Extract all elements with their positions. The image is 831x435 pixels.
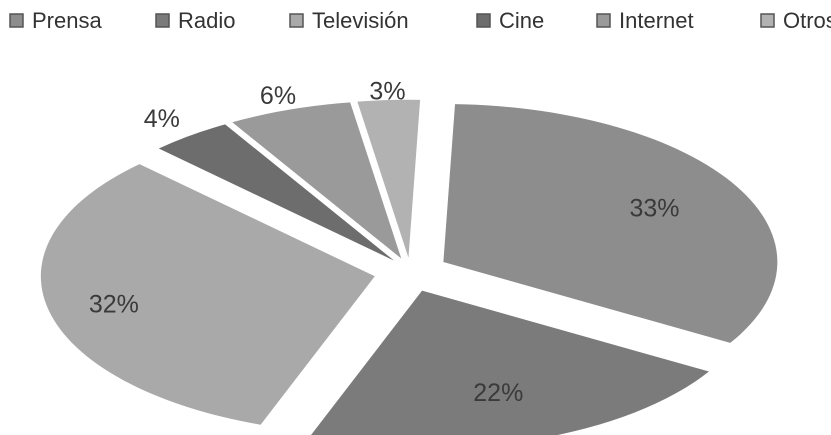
pie-slice-prensa [443, 104, 778, 343]
legend-swatch-otros [760, 13, 775, 28]
data-label-television: 32% [89, 290, 139, 318]
legend-item-prensa: Prensa [9, 8, 102, 33]
data-label-radio: 22% [473, 379, 523, 407]
legend-swatch-prensa [9, 13, 24, 28]
pie-slices [40, 99, 778, 435]
pie-slice-cine [158, 124, 395, 261]
legend-swatch-radio [155, 13, 170, 28]
legend-label-prensa: Prensa [32, 8, 102, 33]
legend-item-radio: Radio [155, 8, 235, 33]
legend-swatch-television [289, 13, 304, 28]
legend-label-cine: Cine [499, 8, 544, 33]
data-label-internet: 6% [260, 82, 296, 110]
legend-swatch-cine [476, 13, 491, 28]
data-label-otros: 3% [369, 78, 405, 106]
legend-item-otros: Otros [760, 8, 831, 33]
pie-slice-internet [232, 102, 402, 259]
legend-label-radio: Radio [178, 8, 235, 33]
pie-slice-radio [311, 290, 709, 435]
legend-item-cine: Cine [476, 8, 544, 33]
legend-label-internet: Internet [619, 8, 694, 33]
pie-data-labels: 33% 22% 32% 4% 6% 3% [89, 78, 680, 407]
chart-legend: Prensa Radio Televisión Cine Internet Otros [9, 8, 831, 33]
data-label-cine: 4% [144, 105, 180, 133]
pie-slice-television [40, 164, 375, 425]
legend-label-otros: Otros [783, 8, 831, 33]
legend-label-television: Televisión [312, 8, 409, 33]
legend-item-television: Televisión [289, 8, 409, 33]
pie-slice-otros [357, 99, 421, 258]
legend-swatch-internet [596, 13, 611, 28]
data-label-prensa: 33% [629, 195, 679, 223]
legend-item-internet: Internet [596, 8, 694, 33]
